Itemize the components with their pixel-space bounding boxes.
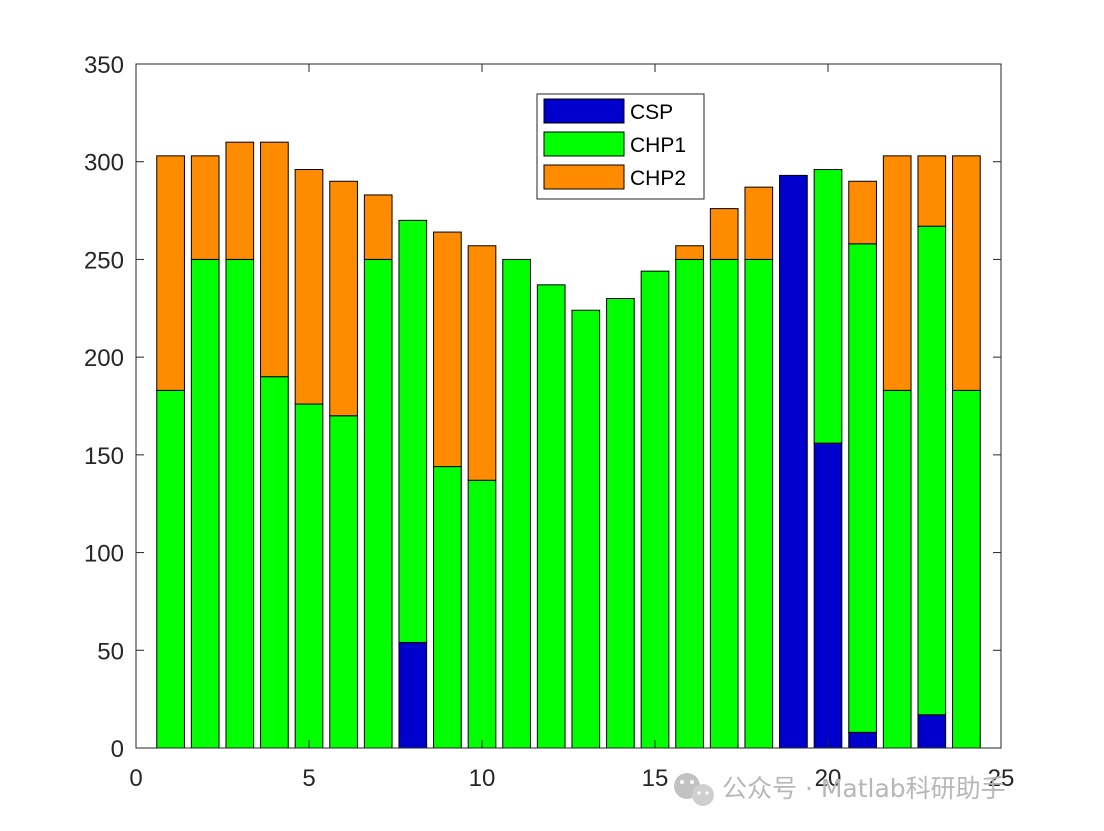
bar-chp1-2 [190, 258, 220, 749]
bar-chp2-4 [260, 141, 289, 378]
bar-chp1-6 [329, 415, 358, 749]
bar-chp2-9 [433, 231, 462, 468]
legend-swatch-chp1 [543, 131, 625, 157]
bar-chp1-16 [675, 258, 704, 749]
y-tick-label: 350 [84, 52, 124, 79]
bar-chp1-9 [433, 466, 462, 749]
x-tick-label: 10 [469, 765, 496, 792]
bar-chp1-13 [571, 309, 601, 749]
bar-chp2-24 [952, 155, 981, 391]
bars-layer [156, 141, 981, 749]
bar-chp1-3 [225, 258, 255, 749]
bar-chp2-10 [467, 245, 497, 481]
bar-chp1-24 [952, 389, 981, 749]
y-tick-label: 150 [84, 443, 124, 470]
bar-chp1-4 [260, 376, 289, 749]
bar-chp1-8 [398, 219, 428, 643]
bar-chp1-23 [917, 225, 947, 716]
bar-csp-8 [398, 641, 428, 749]
bar-chp1-20 [813, 169, 843, 444]
legend-swatch-chp2 [543, 164, 625, 190]
y-tick-label: 200 [84, 345, 124, 372]
y-tick-label: 250 [84, 247, 124, 274]
y-tick-label: 100 [84, 541, 124, 568]
bar-chp2-6 [329, 180, 358, 417]
x-tick-label: 5 [302, 765, 315, 792]
bar-chp2-23 [917, 155, 947, 227]
bar-chp2-7 [363, 194, 393, 260]
bar-chp1-22 [882, 389, 912, 749]
bar-csp-20 [813, 442, 843, 749]
y-tick-label: 300 [84, 150, 124, 177]
bar-chp1-12 [536, 284, 566, 749]
bar-csp-19 [779, 174, 808, 749]
bar-chp1-15 [640, 270, 670, 749]
wechat-icon [674, 773, 714, 806]
watermark: 公众号 · Matlab科研助手 [674, 773, 1006, 806]
bar-chp1-5 [294, 403, 324, 749]
bar-csp-23 [917, 714, 947, 749]
bar-chp2-16 [675, 245, 704, 260]
y-tick-label: 50 [97, 638, 124, 665]
bar-chp2-2 [190, 155, 220, 260]
bar-chp2-18 [744, 186, 774, 260]
bar-chp2-3 [225, 141, 255, 260]
bar-chp1-11 [502, 258, 531, 749]
bar-chp1-1 [156, 389, 185, 749]
x-tick-label: 25 [988, 765, 1015, 792]
legend-swatch-csp [543, 98, 625, 124]
watermark-text: 公众号 · Matlab科研助手 [722, 774, 1006, 803]
bar-chp1-14 [606, 298, 635, 749]
legend-label-csp: CSP [630, 101, 673, 124]
legend[interactable]: CSP CHP1 CHP2 [536, 93, 705, 200]
axes-box [135, 63, 1002, 749]
legend-label-chp1: CHP1 [630, 134, 686, 157]
bar-chp2-21 [848, 180, 877, 245]
x-tick-label: 20 [815, 765, 842, 792]
legend-label-chp2: CHP2 [630, 167, 686, 190]
bar-chp2-1 [156, 155, 185, 391]
bar-chp1-10 [467, 479, 497, 749]
bar-chp1-21 [848, 243, 877, 733]
x-tick-label: 0 [129, 765, 142, 792]
x-tick-label: 15 [642, 765, 669, 792]
y-tick-label: 0 [111, 736, 124, 763]
bar-chp1-17 [709, 258, 739, 749]
bar-chp2-17 [709, 208, 739, 260]
bar-chp2-5 [294, 169, 324, 405]
bar-chp2-22 [882, 155, 912, 391]
bar-chp1-7 [363, 258, 393, 749]
bar-csp-21 [848, 731, 877, 749]
bar-chp1-18 [744, 258, 774, 749]
